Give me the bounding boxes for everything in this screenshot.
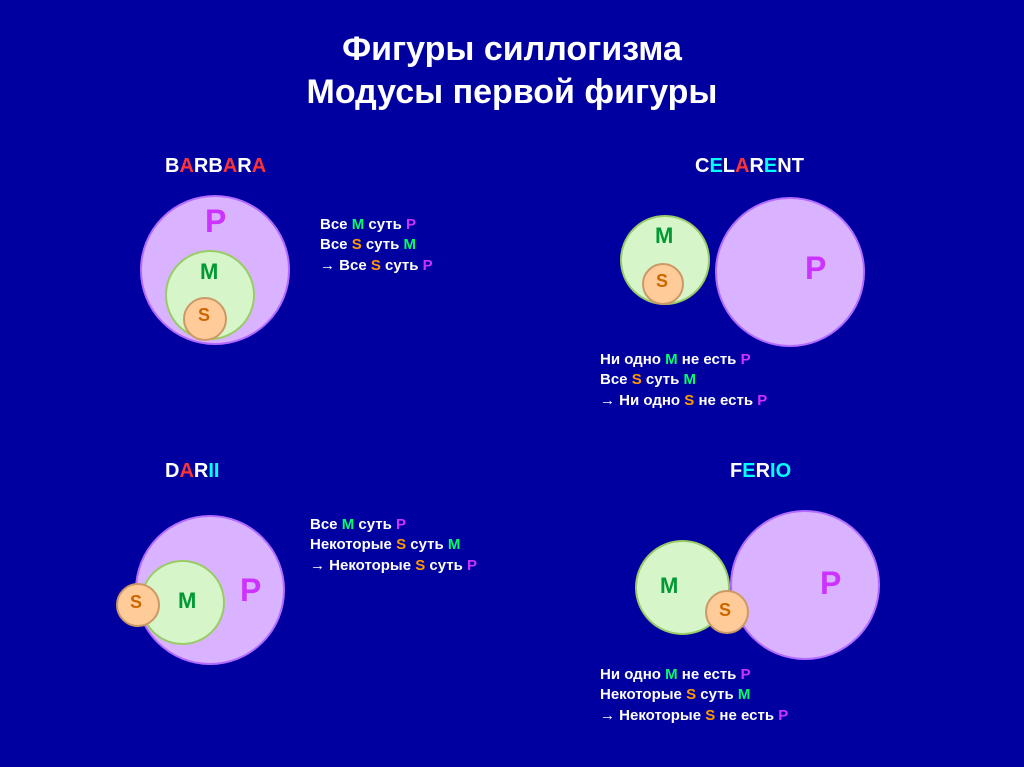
celarent-label-m: M (655, 223, 673, 249)
barbara-premises: Все М суть Р Все S суть М → Все S суть Р (320, 215, 433, 276)
darii-premises: Все М суть Р Некоторые S суть М → Некото… (310, 515, 477, 576)
celarent-premises: Ни одно М не есть Р Все S суть М → Ни од… (600, 350, 767, 411)
ferio-circle-p (730, 510, 880, 660)
darii-label: DARII (165, 460, 219, 483)
barbara-label: BARBARA (165, 155, 266, 178)
page-title: Фигуры силлогизма Модусы первой фигуры (0, 0, 1024, 113)
panel-celarent: CELARENT P M S Ни одно М не есть Р Все S… (560, 155, 980, 415)
celarent-label-p: P (805, 250, 826, 287)
celarent-label-s: S (656, 271, 668, 292)
celarent-label: CELARENT (695, 155, 804, 178)
title-line-1: Фигуры силлогизма (342, 30, 682, 68)
ferio-label-m: M (660, 573, 678, 599)
barbara-label-p: P (205, 203, 226, 240)
ferio-label-p: P (820, 565, 841, 602)
barbara-label-m: M (200, 259, 218, 285)
darii-label-m: M (178, 588, 196, 614)
ferio-premises: Ни одно М не есть Р Некоторые S суть М →… (600, 665, 788, 726)
ferio-label: FERIO (730, 460, 791, 483)
panel-barbara: BARBARA P M S Все М суть Р Все S суть М … (120, 155, 500, 405)
barbara-label-s: S (198, 305, 210, 326)
panel-ferio: FERIO P M S Ни одно М не есть Р Некоторы… (560, 460, 980, 740)
darii-label-p: P (240, 572, 261, 609)
title-line-2: Модусы первой фигуры (307, 73, 718, 111)
celarent-circle-p (715, 197, 865, 347)
ferio-label-s: S (719, 600, 731, 621)
darii-label-s: S (130, 592, 142, 613)
panel-darii: DARII P M S Все М суть Р Некоторые S сут… (110, 460, 510, 720)
